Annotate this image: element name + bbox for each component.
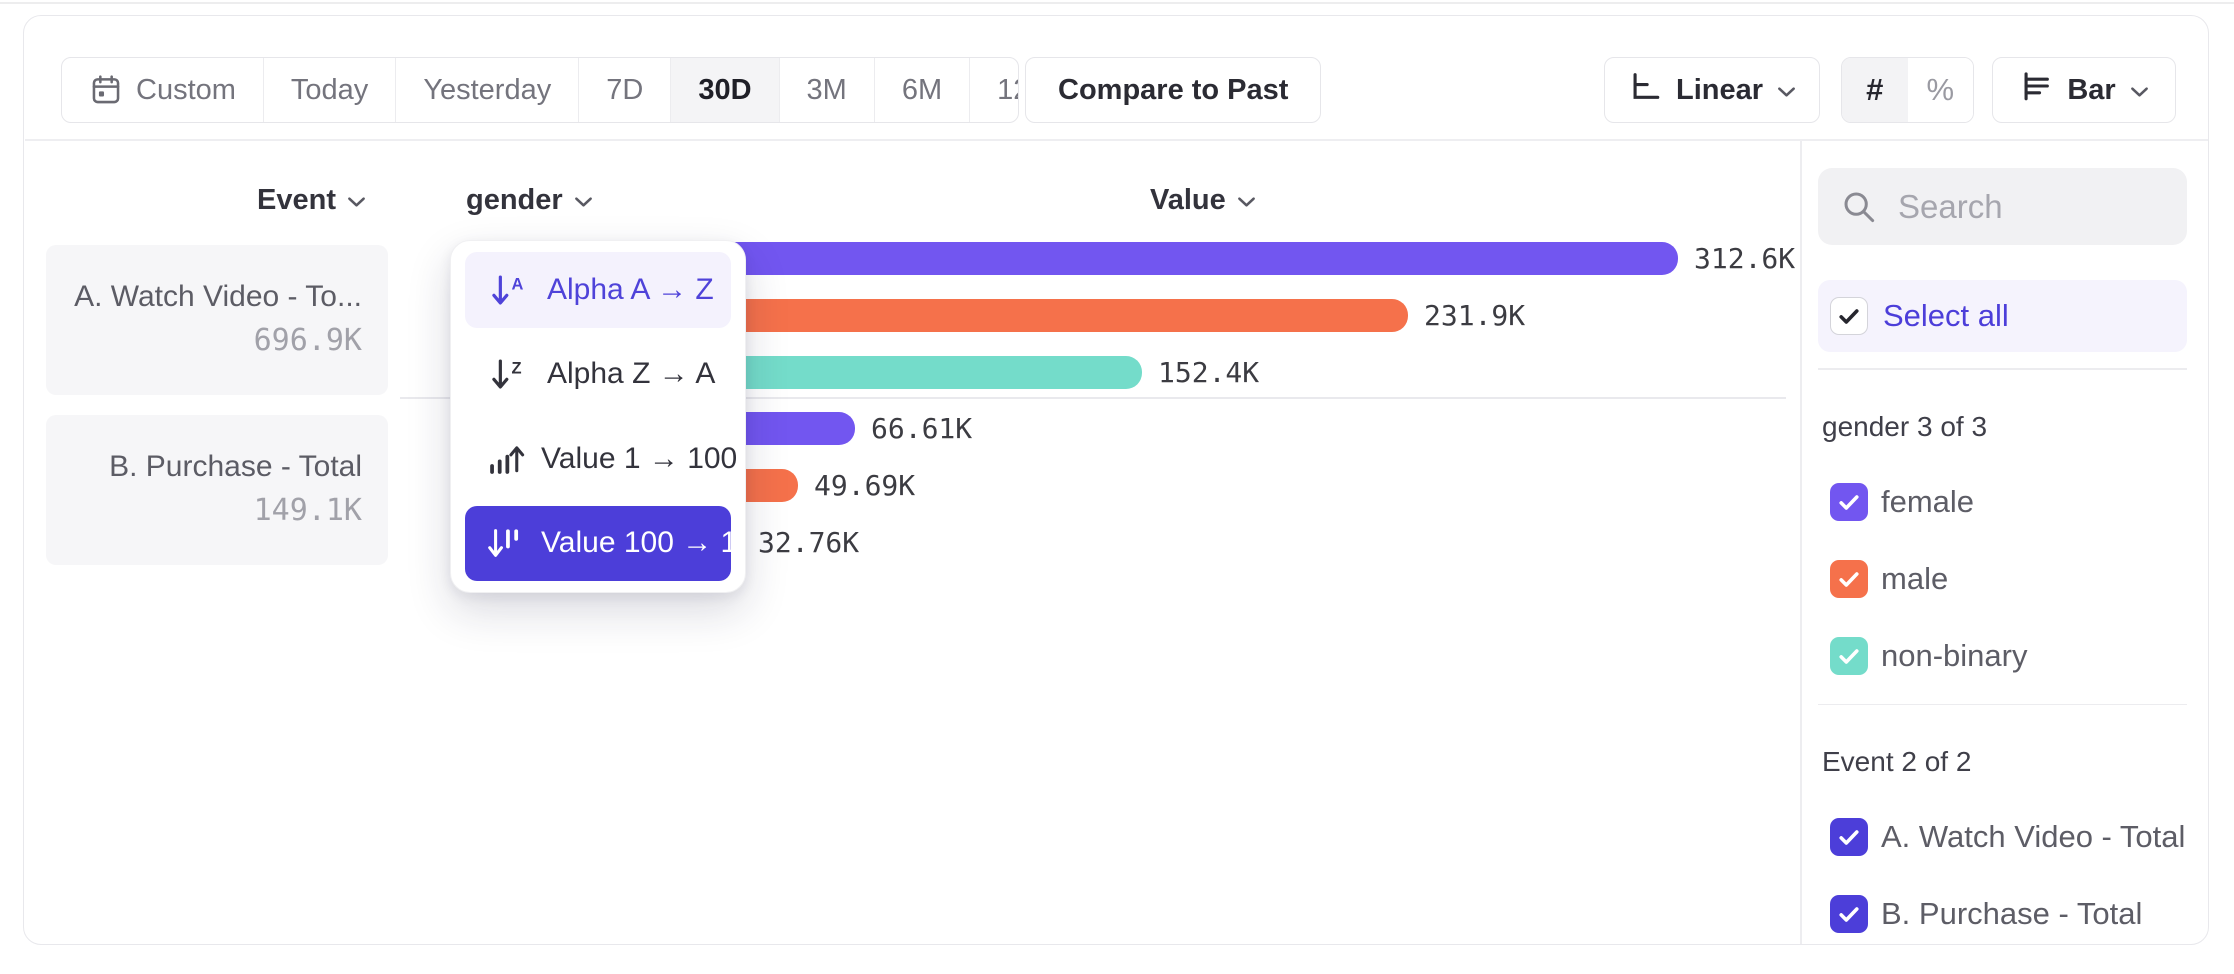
date-range-12m[interactable]: 12M: [970, 58, 1018, 122]
filter-row-male[interactable]: male: [1818, 559, 2187, 598]
sort-option-value-1-100[interactable]: Value 1 → 100: [465, 421, 737, 497]
sort-alpha-desc-icon: Z: [485, 354, 531, 394]
chevron-down-icon: [1777, 86, 1796, 98]
filter-row-a-watch-video-total[interactable]: A. Watch Video - Total: [1818, 818, 2187, 856]
percentage-values-button[interactable]: %: [1907, 58, 1973, 122]
bar-female-group1[interactable]: [632, 242, 1678, 275]
date-range-yesterday[interactable]: Yesterday: [396, 58, 580, 122]
sort-value-asc-icon: [485, 439, 525, 479]
event-card-watch-video[interactable]: A. Watch Video - To... 696.9K: [46, 245, 388, 395]
sort-value-desc-icon: [485, 523, 525, 563]
filter-label: male: [1881, 560, 1949, 596]
chart-type-dropdown-button[interactable]: Bar: [1992, 57, 2176, 123]
sidebar-divider: [1800, 141, 1802, 944]
date-range-custom[interactable]: Custom: [62, 58, 264, 122]
date-range-label: 6M: [901, 73, 943, 106]
breakdown-sidebar: Select all gender 3 of 3 female male non-bi…: [1818, 168, 2187, 933]
bar-value-label: 231.9K: [1424, 299, 1526, 332]
chart-group-divider: [400, 397, 1786, 399]
date-range-selector: Custom Today Yesterday 7D 30D 3M 6M 12M: [61, 57, 1019, 123]
bar-value-label: 312.6K: [1694, 242, 1796, 275]
page-top-divider: [0, 2, 2234, 4]
sort-option-alpha-a-z[interactable]: A Alpha A → Z: [465, 252, 731, 328]
checkbox-checked[interactable]: [1830, 482, 1868, 521]
sort-option-label: Alpha Z → A: [547, 357, 716, 391]
date-range-label: Yesterday: [423, 73, 552, 106]
date-range-label: Today: [290, 73, 369, 106]
date-range-label: 12M: [997, 73, 1018, 106]
filter-label: A. Watch Video - Total: [1881, 819, 2186, 854]
date-range-30d[interactable]: 30D: [671, 58, 780, 122]
calendar-icon: [89, 73, 123, 107]
filter-row-b-purchase-total[interactable]: B. Purchase - Total: [1818, 895, 2187, 933]
chevron-down-icon: [1237, 196, 1256, 208]
checkbox-checked[interactable]: [1830, 559, 1868, 598]
sort-option-label: Value 1 → 100: [541, 441, 738, 475]
event-card-purchase[interactable]: B. Purchase - Total 149.1K: [46, 415, 388, 565]
select-all-checkbox[interactable]: [1830, 297, 1868, 335]
search-icon: [1840, 188, 1878, 226]
event-column-label: Event: [257, 184, 336, 216]
event-card-title: A. Watch Video - To...: [74, 280, 362, 313]
scale-label: Linear: [1675, 73, 1764, 106]
date-range-label: 30D: [698, 73, 752, 106]
chevron-down-icon: [574, 196, 593, 208]
sort-option-alpha-z-a[interactable]: Z Alpha Z → A: [465, 337, 731, 413]
svg-text:Z: Z: [512, 360, 522, 378]
breakdown-column-header[interactable]: gender: [466, 184, 593, 217]
event-column-header[interactable]: Event: [257, 184, 366, 217]
select-all-row[interactable]: Select all: [1818, 280, 2187, 352]
date-range-today[interactable]: Today: [264, 58, 397, 122]
bar-male-group1[interactable]: [632, 299, 1408, 332]
chevron-down-icon: [2130, 86, 2149, 98]
bar-value-label: 32.76K: [758, 526, 860, 559]
sort-option-label: Alpha A → Z: [547, 272, 714, 306]
select-all-label: Select all: [1883, 298, 2009, 333]
chart-type-label: Bar: [2067, 73, 2116, 106]
date-range-label: 3M: [806, 73, 847, 106]
toolbar-divider: [25, 139, 2208, 141]
compare-to-past-button[interactable]: Compare to Past: [1025, 57, 1322, 123]
date-range-7d[interactable]: 7D: [579, 58, 672, 122]
filter-row-female[interactable]: female: [1818, 482, 2187, 521]
sort-alpha-asc-icon: A: [485, 270, 531, 310]
bar-value-label: 66.61K: [871, 412, 973, 445]
bar-value-label: 49.69K: [814, 469, 916, 502]
checkbox-checked[interactable]: [1830, 895, 1868, 933]
absolute-values-button[interactable]: #: [1842, 58, 1908, 122]
filter-label: non-binary: [1881, 637, 2028, 673]
search-input[interactable]: [1898, 187, 2138, 226]
filter-label: B. Purchase - Total: [1881, 896, 2143, 931]
chevron-down-icon: [347, 196, 366, 208]
search-box[interactable]: [1818, 168, 2187, 245]
section-title-gender: gender 3 of 3: [1822, 410, 1988, 442]
event-card-value: 149.1K: [253, 493, 362, 528]
sort-option-label: Value 100 → 1: [541, 526, 738, 560]
checkbox-checked[interactable]: [1830, 818, 1868, 856]
sidebar-section-divider: [1818, 368, 2187, 370]
date-range-label: Custom: [136, 73, 236, 106]
event-card-value: 696.9K: [253, 323, 362, 358]
event-card-title: B. Purchase - Total: [109, 450, 362, 483]
filter-label: female: [1881, 483, 1975, 519]
value-column-header[interactable]: Value: [1150, 184, 1256, 217]
value-column-label: Value: [1150, 184, 1226, 216]
section-title-event: Event 2 of 2: [1822, 746, 1972, 777]
sort-option-value-100-1[interactable]: Value 100 → 1: [465, 505, 737, 581]
date-range-6m[interactable]: 6M: [875, 58, 971, 122]
date-range-3m[interactable]: 3M: [780, 58, 875, 122]
date-range-label: 7D: [606, 73, 644, 106]
checkbox-checked[interactable]: [1830, 636, 1868, 675]
bar-chart-icon: [2019, 69, 2053, 111]
scale-dropdown-button[interactable]: Linear: [1604, 57, 1820, 123]
value-format-toggle: #%: [1841, 57, 1974, 123]
breakdown-column-label: gender: [466, 184, 563, 216]
svg-text:A: A: [512, 275, 524, 293]
linear-axis-icon: [1628, 69, 1662, 111]
sort-menu: A Alpha A → Z Z Alpha Z → A Value 1 → 100 Val…: [450, 240, 746, 593]
sidebar-section-divider: [1818, 703, 2187, 705]
filter-row-non-binary[interactable]: non-binary: [1818, 636, 2187, 675]
bar-value-label: 152.4K: [1158, 356, 1260, 389]
